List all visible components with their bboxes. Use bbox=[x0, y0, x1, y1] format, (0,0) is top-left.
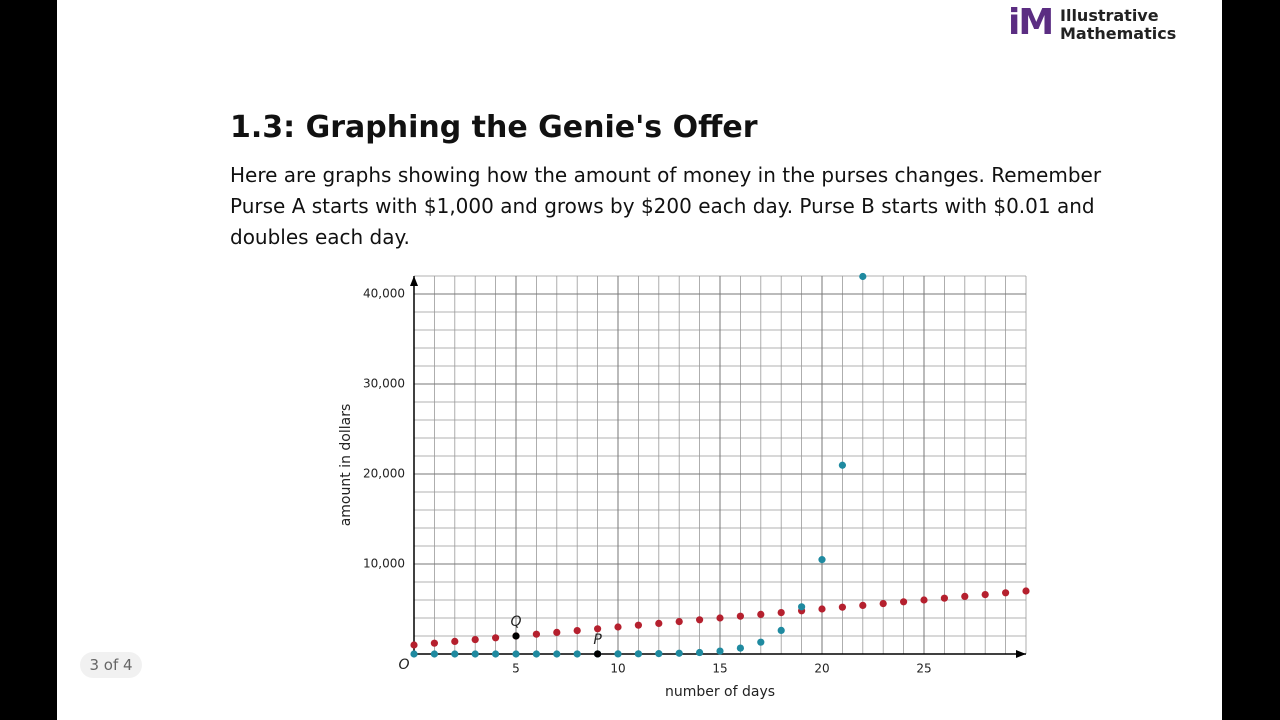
point bbox=[512, 632, 520, 640]
point bbox=[532, 630, 541, 638]
point bbox=[818, 556, 826, 564]
point bbox=[553, 628, 561, 637]
point bbox=[430, 650, 438, 658]
slide-counter: 3 of 4 bbox=[80, 652, 142, 678]
point bbox=[614, 623, 622, 631]
point bbox=[736, 612, 745, 620]
point bbox=[879, 600, 887, 608]
slide-text: Here are graphs showing how the amount o… bbox=[230, 163, 1102, 249]
point bbox=[818, 605, 826, 613]
point bbox=[512, 650, 520, 658]
point bbox=[757, 610, 765, 619]
point bbox=[451, 650, 459, 658]
point bbox=[553, 650, 561, 658]
logo-text: Illustrative bbox=[1060, 6, 1159, 25]
point bbox=[492, 634, 500, 642]
point bbox=[532, 650, 541, 658]
point bbox=[696, 616, 704, 624]
point bbox=[655, 650, 663, 658]
x-tick-label: 25 bbox=[916, 662, 931, 676]
point bbox=[573, 627, 581, 635]
point bbox=[981, 591, 989, 599]
point bbox=[451, 637, 459, 646]
point bbox=[940, 594, 949, 602]
x-axis-arrow bbox=[1016, 650, 1026, 658]
x-tick-label: 10 bbox=[610, 662, 625, 676]
point bbox=[920, 596, 928, 604]
point bbox=[838, 461, 847, 469]
point bbox=[777, 626, 785, 635]
origin-label: O bbox=[398, 657, 409, 673]
point bbox=[492, 650, 500, 658]
y-tick-label: 40,000 bbox=[363, 287, 405, 301]
point bbox=[859, 601, 867, 610]
point bbox=[716, 614, 724, 622]
point bbox=[471, 650, 479, 658]
point bbox=[1002, 589, 1010, 597]
point bbox=[634, 621, 643, 629]
point bbox=[655, 619, 663, 628]
point bbox=[716, 647, 724, 655]
y-tick-label: 10,000 bbox=[363, 557, 405, 571]
point bbox=[614, 650, 622, 658]
point bbox=[1022, 587, 1030, 595]
point bbox=[410, 641, 418, 649]
point bbox=[838, 603, 847, 611]
point bbox=[594, 650, 602, 658]
y-tick-label: 20,000 bbox=[363, 467, 405, 481]
slide-title: 1.3: Graphing the Genie's Offer bbox=[230, 110, 758, 145]
point bbox=[430, 639, 438, 647]
point bbox=[696, 648, 704, 657]
x-tick-label: 15 bbox=[712, 662, 727, 676]
point bbox=[961, 592, 969, 601]
point-label: Q bbox=[510, 614, 521, 630]
logo-mark: iM bbox=[1008, 2, 1054, 43]
point bbox=[594, 625, 602, 633]
point bbox=[675, 618, 683, 626]
point bbox=[757, 638, 765, 646]
point bbox=[736, 644, 745, 652]
x-axis-label: number of days bbox=[665, 684, 775, 700]
x-tick-label: 20 bbox=[814, 662, 829, 676]
point bbox=[573, 650, 581, 658]
point bbox=[675, 649, 683, 657]
y-tick-label: 30,000 bbox=[363, 377, 405, 391]
logo-text: Mathematics bbox=[1060, 24, 1177, 43]
point bbox=[900, 598, 908, 606]
point-label: P bbox=[593, 632, 602, 648]
y-axis-label: amount in dollars bbox=[338, 404, 354, 527]
point bbox=[859, 272, 867, 281]
point bbox=[634, 650, 643, 658]
x-tick-label: 5 bbox=[512, 662, 520, 676]
y-axis-arrow bbox=[410, 276, 418, 286]
point bbox=[777, 609, 785, 617]
point bbox=[410, 650, 418, 658]
point bbox=[471, 636, 479, 644]
point bbox=[798, 603, 806, 611]
